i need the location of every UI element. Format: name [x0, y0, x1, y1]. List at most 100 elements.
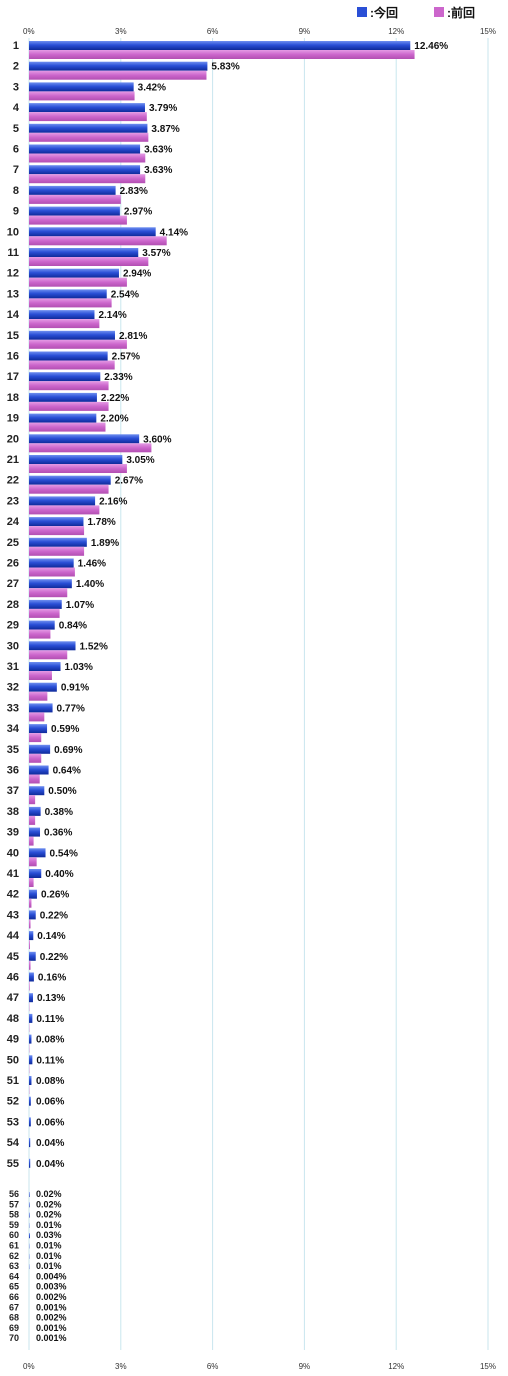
category-label: 48 — [7, 1013, 19, 1025]
category-label: 54 — [7, 1137, 20, 1149]
bar-previous — [29, 70, 207, 80]
bar-current — [29, 703, 53, 713]
x-tick-label: 12% — [388, 1362, 404, 1371]
category-label: 70 — [9, 1333, 19, 1343]
legend-previous-swatch — [434, 7, 444, 17]
category-label: 63 — [9, 1261, 19, 1271]
category-labels: 1234567891011121314151617181920212223242… — [7, 40, 20, 1343]
data-label: 2.94% — [123, 269, 151, 280]
bar-current — [29, 1233, 30, 1239]
data-label: 0.01% — [36, 1251, 62, 1261]
bar-previous — [29, 567, 75, 577]
data-label: 0.001% — [36, 1302, 67, 1312]
data-label: 3.87% — [151, 124, 179, 135]
bar-previous — [29, 712, 45, 722]
bar-previous — [29, 298, 112, 308]
category-label: 8 — [13, 185, 19, 197]
bar-current — [29, 434, 140, 444]
bar-previous — [29, 588, 68, 598]
bar-previous — [29, 464, 127, 473]
category-label: 59 — [9, 1220, 19, 1230]
bar-current — [29, 289, 107, 299]
data-label: 3.42% — [138, 82, 166, 93]
bar-previous — [29, 50, 415, 59]
category-label: 36 — [7, 765, 19, 777]
bar-current — [29, 972, 34, 982]
category-label: 24 — [7, 516, 20, 528]
category-label: 5 — [13, 123, 19, 135]
category-label: 60 — [9, 1230, 19, 1240]
category-label: 66 — [9, 1292, 19, 1302]
bar-previous — [29, 484, 109, 494]
data-label: 0.001% — [36, 1323, 67, 1333]
bar-current — [29, 806, 41, 816]
bar-current — [29, 1158, 31, 1168]
bar-previous — [29, 981, 30, 991]
category-label: 31 — [7, 661, 19, 673]
data-label: 2.67% — [115, 476, 143, 487]
x-tick-label: 3% — [115, 1362, 127, 1371]
data-label: 0.77% — [57, 703, 85, 714]
bar-current — [29, 517, 84, 527]
category-label: 47 — [7, 992, 19, 1004]
bar-current — [29, 869, 42, 878]
category-label: 3 — [13, 81, 19, 93]
bar-previous — [29, 650, 68, 660]
data-label: 0.02% — [36, 1210, 62, 1220]
data-label: 0.02% — [36, 1189, 62, 1199]
data-label: 0.84% — [59, 621, 87, 632]
data-label: 3.57% — [142, 248, 170, 259]
bar-current — [29, 82, 134, 92]
category-label: 67 — [9, 1302, 19, 1312]
x-tick-label: 12% — [388, 27, 404, 36]
category-label: 49 — [7, 1034, 19, 1046]
bar-previous — [29, 857, 37, 867]
x-tick-label: 0% — [23, 1362, 35, 1371]
data-label: 3.63% — [144, 165, 172, 176]
data-label: 0.38% — [45, 807, 73, 818]
bar-previous — [29, 898, 32, 908]
category-label: 22 — [7, 475, 19, 487]
data-label: 1.03% — [65, 662, 93, 673]
x-axis-bottom: 0% 3% 6% 9% 12% 15% — [23, 1362, 496, 1371]
x-tick-label: 6% — [207, 27, 219, 36]
bar-previous — [29, 629, 51, 639]
bar-current — [29, 1013, 33, 1023]
bar-current — [29, 599, 62, 609]
bar-current — [29, 910, 36, 920]
bar-current — [29, 1202, 30, 1208]
category-label: 39 — [7, 827, 19, 839]
bar-current — [29, 227, 156, 237]
category-label: 16 — [7, 351, 19, 363]
bar-current — [29, 993, 33, 1003]
data-label: 0.06% — [36, 1117, 64, 1128]
bar-current — [29, 951, 36, 961]
data-label: 0.22% — [40, 952, 68, 963]
bar-current — [29, 1055, 33, 1065]
bar-previous — [29, 546, 85, 556]
data-label: 0.11% — [36, 1014, 64, 1025]
data-label: 2.33% — [104, 372, 132, 383]
category-label: 38 — [7, 806, 19, 818]
data-label: 0.40% — [45, 869, 73, 880]
bar-current — [29, 662, 61, 671]
data-label: 2.22% — [101, 393, 129, 404]
bar-previous — [29, 526, 85, 536]
bar-current — [29, 165, 141, 175]
x-tick-label: 3% — [115, 27, 127, 36]
bar-previous — [29, 733, 42, 743]
category-label: 4 — [13, 102, 20, 114]
data-label: 0.14% — [37, 931, 65, 942]
data-label: 1.89% — [91, 538, 119, 549]
data-label: 0.64% — [53, 766, 81, 777]
data-label: 0.08% — [36, 1076, 64, 1087]
data-label: 0.54% — [50, 848, 78, 859]
data-label: 0.002% — [36, 1292, 67, 1302]
bar-current — [29, 641, 76, 651]
category-label: 46 — [7, 972, 19, 984]
data-label: 3.79% — [149, 103, 177, 114]
bar-current — [29, 724, 48, 734]
bar-current — [29, 579, 72, 589]
data-label: 1.46% — [78, 559, 106, 570]
